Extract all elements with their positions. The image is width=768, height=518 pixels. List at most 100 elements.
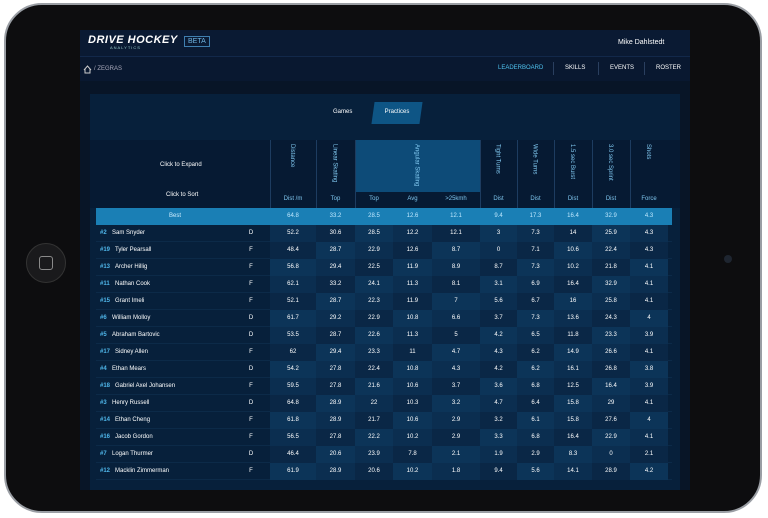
stat-cell: 20.6 bbox=[355, 463, 393, 480]
player-number[interactable]: #3 bbox=[100, 400, 107, 406]
player-name[interactable]: Archer Hillig bbox=[115, 264, 148, 270]
player-name[interactable]: Sidney Allen bbox=[115, 349, 149, 355]
nav-item[interactable]: LEADERBOARD bbox=[498, 65, 544, 71]
breadcrumb[interactable]: / ZEGRAS bbox=[94, 66, 123, 72]
stat-cell: 32.9 bbox=[592, 276, 630, 293]
stat-cell: 10.6 bbox=[393, 412, 432, 429]
stat-cell: 28.7 bbox=[316, 327, 355, 344]
player-number[interactable]: #2 bbox=[100, 230, 107, 236]
stat-cell: 12.1 bbox=[432, 225, 480, 242]
player-position: F bbox=[249, 298, 253, 304]
group-header[interactable]: 1.5 sec Burst bbox=[569, 144, 575, 180]
best-value: 17.3 bbox=[529, 213, 542, 219]
stat-cell: 7.3 bbox=[517, 225, 554, 242]
sub-header[interactable]: Force bbox=[641, 196, 657, 202]
stat-cell: 29 bbox=[592, 395, 630, 412]
player-number[interactable]: #14 bbox=[100, 417, 111, 423]
stat-cell: 64.8 bbox=[270, 395, 316, 412]
sub-header[interactable]: Top bbox=[330, 196, 341, 202]
expand-label[interactable]: Click to Expand bbox=[160, 162, 202, 168]
stat-cell: 11.9 bbox=[393, 293, 432, 310]
group-header[interactable]: Linear Skating bbox=[331, 144, 338, 183]
stat-cell: 3 bbox=[480, 225, 517, 242]
player-name[interactable]: Henry Russell bbox=[112, 400, 150, 406]
logo-sub: ANALYTICS bbox=[110, 45, 141, 50]
player-name[interactable]: Tyler Pearsall bbox=[115, 247, 152, 253]
stat-cell: 22.3 bbox=[355, 293, 393, 310]
home-icon[interactable] bbox=[83, 65, 92, 74]
best-value: 33.2 bbox=[329, 213, 342, 219]
stat-cell: 3.9 bbox=[630, 378, 668, 395]
best-value: 12.1 bbox=[450, 213, 462, 219]
stat-cell: 12.6 bbox=[393, 242, 432, 259]
player-name[interactable]: Ethan Mears bbox=[112, 366, 147, 372]
player-number[interactable]: #17 bbox=[100, 349, 111, 355]
breadcrumb-item[interactable]: ZEGRAS bbox=[97, 66, 123, 72]
stat-cell: 4.3 bbox=[432, 361, 480, 378]
stat-cell: 61.7 bbox=[270, 310, 316, 327]
player-number[interactable]: #19 bbox=[100, 247, 111, 253]
sub-header[interactable]: Avg bbox=[407, 196, 418, 202]
sort-label[interactable]: Click to Sort bbox=[166, 192, 199, 198]
sub-header[interactable]: >25kmh bbox=[445, 196, 467, 202]
best-row bbox=[96, 208, 672, 225]
nav-item[interactable]: ROSTER bbox=[656, 65, 682, 71]
player-number[interactable]: #18 bbox=[100, 383, 111, 389]
stat-cell: 62.1 bbox=[270, 276, 316, 293]
player-position: D bbox=[248, 315, 254, 321]
group-header[interactable]: Distance bbox=[289, 144, 295, 168]
stat-cell: 22 bbox=[355, 395, 393, 412]
stat-cell: 26.8 bbox=[592, 361, 630, 378]
sub-header[interactable]: Top bbox=[369, 196, 379, 202]
group-header[interactable]: Tight Turns bbox=[494, 144, 501, 174]
player-name[interactable]: Macklin Zimmerman bbox=[115, 468, 170, 474]
player-number[interactable]: #13 bbox=[100, 264, 111, 270]
player-number[interactable]: #15 bbox=[100, 298, 111, 304]
player-name[interactable]: Grant Imeli bbox=[115, 298, 145, 304]
player-number[interactable]: #11 bbox=[100, 281, 110, 287]
stat-cell: 25.8 bbox=[592, 293, 630, 310]
stat-cell: 4.2 bbox=[480, 327, 517, 344]
stat-cell: 6.8 bbox=[517, 429, 554, 446]
stat-cell: 8.7 bbox=[432, 242, 480, 259]
player-number[interactable]: #16 bbox=[100, 434, 111, 440]
nav-item[interactable]: SKILLS bbox=[565, 65, 586, 71]
group-header[interactable]: Wide Turns bbox=[531, 144, 538, 175]
best-label: Best bbox=[168, 213, 181, 219]
stat-cell: 4.2 bbox=[480, 361, 517, 378]
stat-cell: 2.9 bbox=[432, 429, 480, 446]
tab[interactable]: Games bbox=[333, 109, 353, 115]
column-divider bbox=[592, 140, 593, 208]
group-header[interactable]: 3.0 sec Sprint bbox=[607, 144, 613, 181]
tab[interactable]: Practices bbox=[384, 109, 410, 115]
sub-header[interactable]: Dist bbox=[493, 196, 504, 202]
group-header[interactable]: Angular Skating bbox=[413, 144, 420, 187]
stat-cell: 59.5 bbox=[270, 378, 316, 395]
nav-item[interactable]: EVENTS bbox=[610, 65, 635, 71]
player-name[interactable]: Ethan Cheng bbox=[115, 417, 151, 423]
sub-header[interactable]: Dist /m bbox=[283, 196, 303, 202]
player-number[interactable]: #12 bbox=[100, 468, 111, 474]
player-name[interactable]: Jacob Gordon bbox=[115, 434, 153, 440]
sub-header[interactable]: Dist bbox=[605, 196, 617, 202]
sub-header[interactable]: Dist bbox=[567, 196, 579, 202]
player-name[interactable]: Nathan Cook bbox=[115, 281, 151, 287]
stat-cell: 15.8 bbox=[554, 395, 592, 412]
user-menu[interactable]: Mike Dahlstedt bbox=[618, 39, 665, 46]
stat-cell: 4.1 bbox=[630, 259, 668, 276]
player-number[interactable]: #4 bbox=[100, 366, 107, 372]
player-position: F bbox=[249, 247, 253, 253]
player-number[interactable]: #5 bbox=[100, 332, 107, 338]
player-name[interactable]: Gabriel Axel Johansen bbox=[115, 383, 176, 389]
stat-cell: 8.3 bbox=[554, 446, 592, 463]
player-name[interactable]: William Molloy bbox=[112, 315, 151, 321]
player-name[interactable]: Abraham Bartovic bbox=[112, 332, 160, 338]
player-name[interactable]: Sam Snyder bbox=[112, 230, 146, 236]
player-number[interactable]: #7 bbox=[100, 451, 107, 457]
player-number[interactable]: #6 bbox=[100, 315, 107, 321]
group-header[interactable]: Shots bbox=[645, 144, 651, 160]
home-button[interactable] bbox=[26, 243, 66, 283]
stat-cell: 2.1 bbox=[630, 446, 668, 463]
sub-header[interactable]: Dist bbox=[530, 196, 541, 202]
player-name[interactable]: Logan Thurmer bbox=[112, 451, 153, 457]
